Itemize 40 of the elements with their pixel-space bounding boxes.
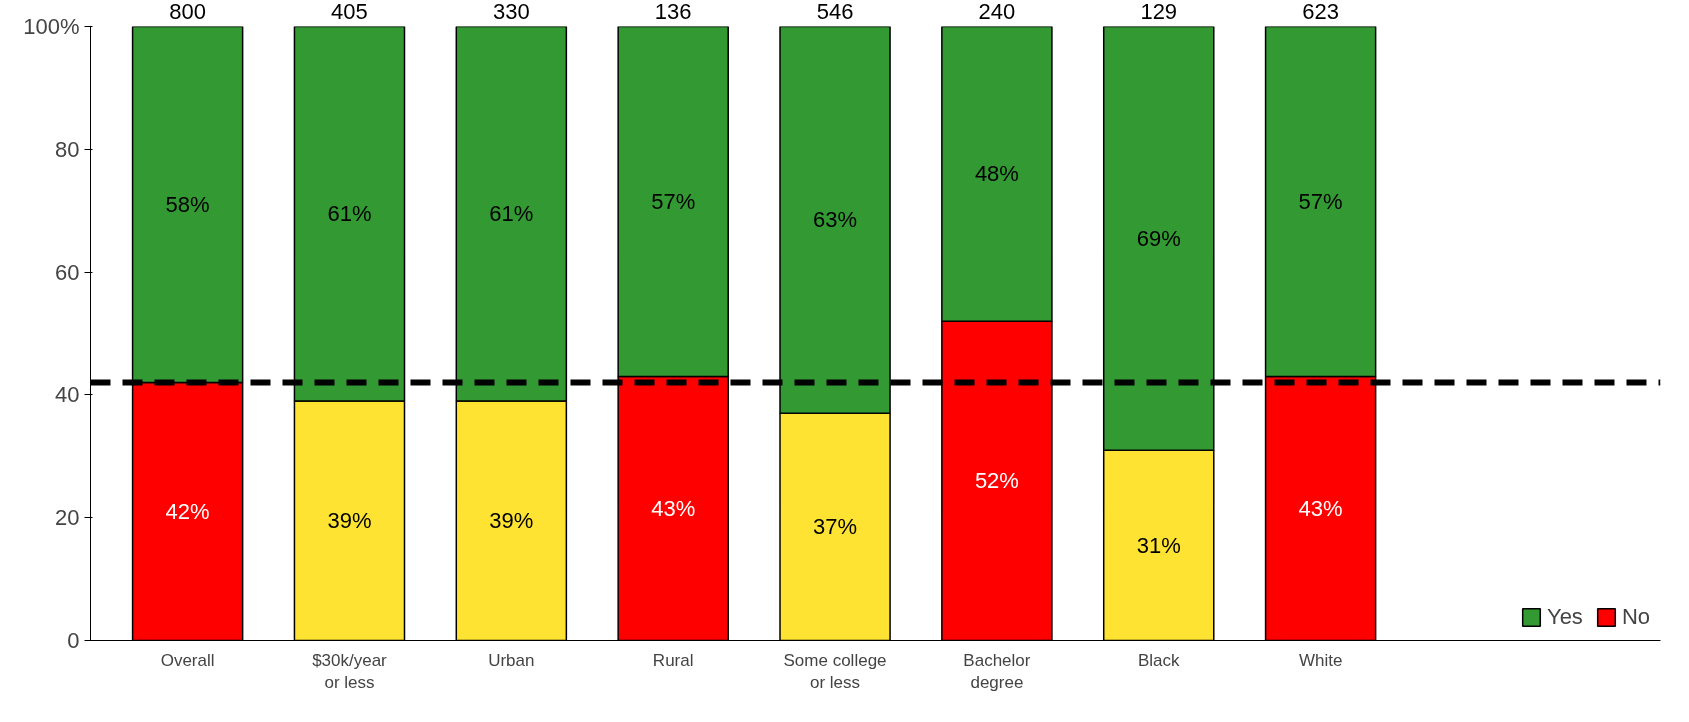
- y-tick-label: 80: [55, 136, 80, 162]
- x-tick-label: Urban: [488, 650, 535, 670]
- data-label: 57%: [651, 188, 696, 214]
- data-label: 48%: [974, 161, 1019, 187]
- data-label: 63%: [813, 207, 858, 233]
- data-label: 37%: [813, 514, 858, 540]
- annotation: 136: [654, 0, 692, 24]
- x-tick-label: White: [1298, 650, 1343, 670]
- data-label: 69%: [1136, 225, 1181, 251]
- annotation: 546: [816, 0, 854, 24]
- x-tick-label: Black: [1137, 650, 1181, 670]
- data-label: 42%: [165, 499, 210, 525]
- x-tick-label: Some college or less: [783, 650, 887, 693]
- data-label: 52%: [974, 468, 1019, 494]
- annotation: 405: [331, 0, 368, 24]
- data-label: 57%: [1298, 188, 1343, 214]
- y-tick-label: 20: [55, 505, 80, 531]
- legend-label: No: [1621, 604, 1650, 630]
- annotation: 129: [1140, 0, 1178, 24]
- data-label: 61%: [489, 201, 534, 227]
- annotation: 330: [492, 0, 530, 24]
- data-label: 43%: [651, 495, 696, 521]
- data-label: 43%: [1298, 495, 1343, 521]
- annotation: 623: [1302, 0, 1339, 24]
- x-tick-label: Overall: [160, 650, 215, 670]
- legend-label: Yes: [1546, 604, 1583, 630]
- y-tick-label: 60: [55, 259, 80, 285]
- data-label: 39%: [489, 508, 534, 534]
- x-tick-label: $30k/year or less: [312, 650, 388, 693]
- data-label: 31%: [1136, 532, 1181, 558]
- x-tick-label: Rural: [652, 650, 694, 670]
- y-tick-label: 100%: [23, 14, 80, 39]
- y-tick-label: 0: [67, 628, 80, 653]
- y-tick-label: 40: [55, 382, 80, 408]
- annotation: 240: [978, 0, 1016, 24]
- data-label: 61%: [327, 201, 372, 227]
- x-tick-label: Bachelor degree: [963, 650, 1031, 693]
- annotation: 800: [169, 0, 206, 24]
- data-label: 39%: [327, 508, 372, 534]
- data-label: 58%: [165, 192, 210, 218]
